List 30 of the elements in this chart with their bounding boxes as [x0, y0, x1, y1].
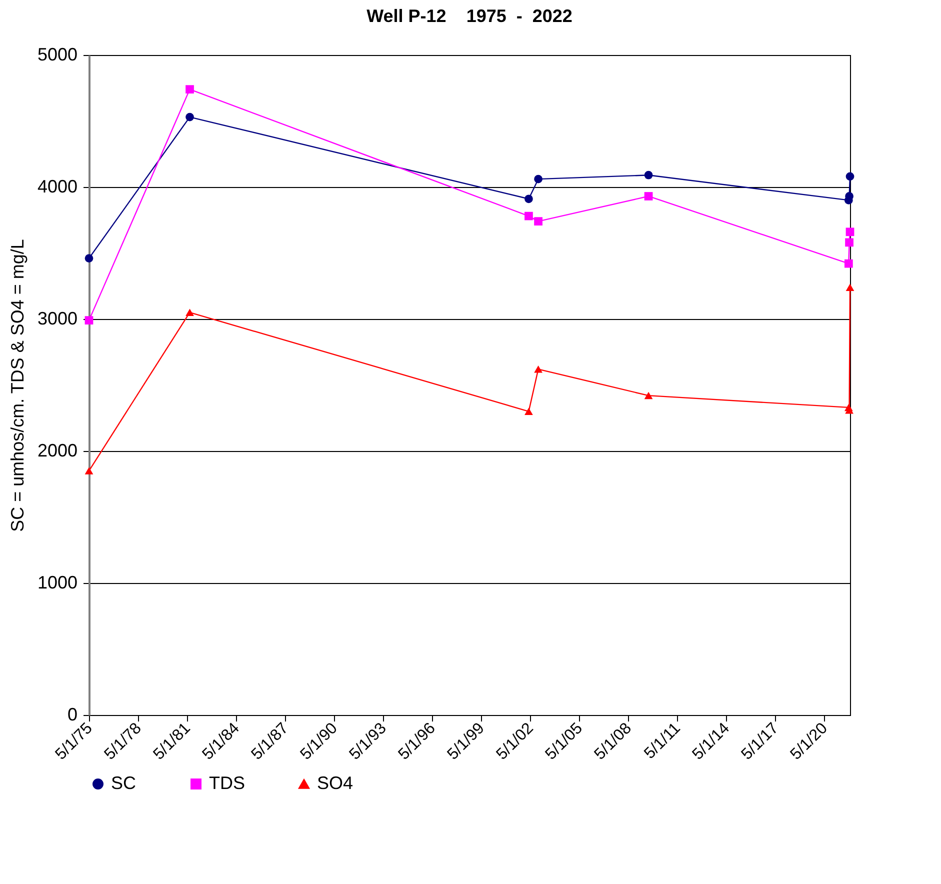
y-tick-label: 0 [67, 704, 78, 724]
point [644, 170, 653, 180]
point [524, 194, 533, 204]
point [644, 192, 653, 200]
point [644, 392, 653, 400]
point [186, 85, 194, 94]
point [845, 238, 854, 247]
y-tick-label: 4000 [37, 176, 78, 196]
y-tick-label: 5000 [37, 44, 78, 64]
point [524, 212, 533, 220]
legend-label: TDS [209, 773, 245, 793]
legend-label: SO4 [317, 773, 354, 793]
point [186, 112, 194, 122]
point [84, 467, 94, 474]
legend-label: SC [111, 773, 136, 793]
y-tick-label: 3000 [37, 308, 78, 328]
point [534, 366, 542, 373]
y-axis-title: SC = umhos/cm. TDS & SO4 = mg/L [7, 239, 28, 532]
y-tick-label: 2000 [37, 440, 78, 460]
point [846, 172, 854, 181]
point [846, 284, 854, 291]
y-tick-label: 1000 [37, 572, 78, 592]
point [524, 408, 533, 416]
point [846, 228, 854, 236]
point [844, 259, 853, 268]
point [534, 217, 542, 226]
point [84, 254, 94, 262]
chart-title: Well P-12 1975 - 2022 [366, 6, 572, 26]
point [534, 174, 542, 184]
point [186, 308, 194, 316]
